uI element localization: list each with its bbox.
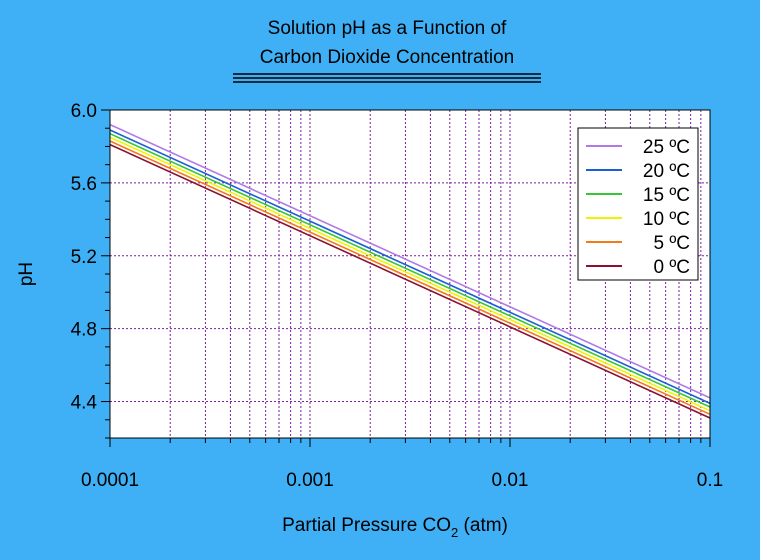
axis-layer: 0.0001 0.001 0.01 0.1 4.4 4.8 5.2 5.6 6.0 — [71, 101, 724, 491]
x-axis-label-tail: (atm) — [458, 515, 508, 536]
series-layer — [109, 123, 711, 419]
x-axis-label-main: Partial Pressure CO — [282, 515, 451, 536]
series-line-2 — [109, 132, 711, 408]
series-line-1 — [109, 129, 711, 405]
x-axis-label: Partial Pressure CO2 (atm) — [282, 515, 508, 540]
chart-title-line-2: Carbon Dioxide Concentration — [260, 47, 515, 68]
legend-label-2: 15 ºC — [643, 185, 690, 206]
legend-label-3: 10 ºC — [643, 209, 690, 230]
legend: 25 ºC 20 ºC 15 ºC 10 ºC 5 ºC 0 ºC — [577, 127, 699, 281]
y-tick-label: 4.4 — [71, 393, 98, 414]
series-line-3 — [109, 136, 711, 412]
x-tick-label: 0.0001 — [81, 470, 139, 491]
y-tick-label: 5.2 — [71, 247, 97, 268]
y-tick-label: 6.0 — [71, 101, 97, 122]
y-tick-label: 5.6 — [71, 174, 97, 195]
series-line-4 — [109, 140, 711, 416]
series-line-0 — [109, 123, 711, 399]
x-tick-label: 0.001 — [286, 470, 334, 491]
x-tick-label: 0.01 — [492, 470, 529, 491]
legend-label-0: 25 ºC — [643, 137, 690, 158]
x-axis-label-subscript: 2 — [451, 525, 458, 540]
x-tick-label: 0.1 — [697, 470, 723, 491]
series-line-5 — [109, 143, 711, 419]
legend-label-4: 5 ºC — [653, 233, 690, 254]
y-tick-label: 4.8 — [71, 320, 97, 341]
legend-label-5: 0 ºC — [653, 257, 690, 278]
chart-title-line-1: Solution pH as a Function of — [268, 18, 507, 39]
y-axis-label: pH — [16, 262, 37, 286]
legend-label-1: 20 ºC — [643, 161, 690, 182]
legend-box — [577, 127, 699, 281]
